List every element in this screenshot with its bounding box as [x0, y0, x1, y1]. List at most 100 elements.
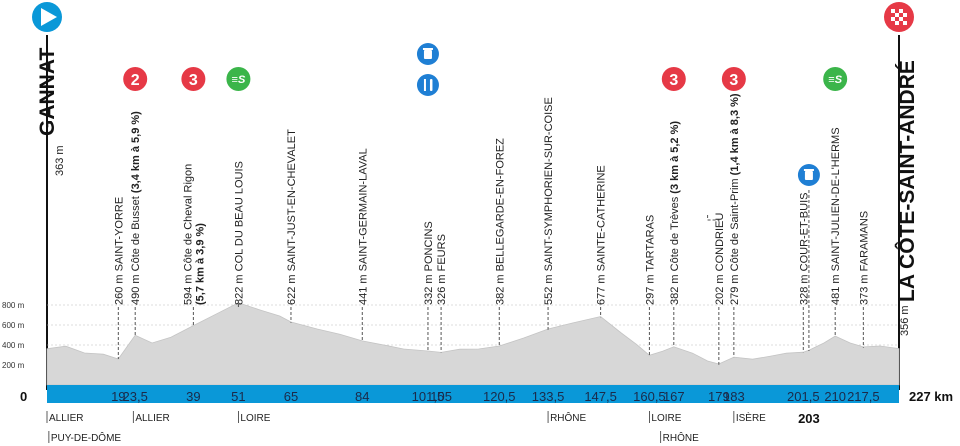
km-marker: 201,5 — [787, 389, 820, 404]
point-label: 202 m CONDRIEU — [714, 213, 726, 305]
checker-square — [891, 17, 895, 21]
km-marker: 210 — [824, 389, 846, 404]
waste-bin-lid — [422, 48, 433, 50]
climb-category-icon — [123, 67, 148, 91]
region-label: LOIRE — [240, 413, 270, 424]
point-label: 328 m COUR-ET-BUIS — [798, 193, 810, 305]
start-altitude: 363 m — [54, 145, 66, 176]
climb-category-icon — [181, 67, 206, 91]
point-label-part: 822 m COL DU BEAU LOUIS — [233, 161, 245, 305]
elevation-tick-label: 200 m — [2, 361, 25, 370]
climb-category-icon — [721, 67, 746, 91]
km-marker: 120,5 — [483, 389, 516, 404]
climb-category-number: 3 — [669, 72, 678, 89]
region-label: RHÔNE — [550, 411, 586, 424]
km-marker: 183 — [723, 389, 745, 404]
point-label-part: 677 m SAINTE-CATHERINE — [596, 165, 608, 305]
point-label-part: (3,4 km à 5,9 %) — [130, 111, 142, 193]
km-marker: 101,5 — [412, 389, 445, 404]
km-marker: 179 — [708, 389, 730, 404]
total-distance: 227 km — [909, 389, 953, 404]
checker-square — [899, 9, 903, 13]
km-marker: 23,5 — [123, 389, 148, 404]
point-label-part: 382 m BELLEGARDE-EN-FOREZ — [494, 138, 506, 305]
elevation-tick-label: 400 m — [2, 341, 25, 350]
start-town: GANNAT — [36, 48, 59, 136]
checker-square — [895, 21, 899, 25]
department-borders: ALLIER PUY-DE-DÔME ALLIER LOIRE RHÔNE LOIRE RH… — [46, 411, 766, 444]
checker-square — [899, 17, 903, 21]
km-marker: 133,5 — [532, 389, 565, 404]
km-marker: 39 — [186, 389, 200, 404]
point-label-part: 326 m FEURS — [436, 234, 448, 305]
point-label: 297 m TARTARAS — [644, 215, 656, 305]
km-marker: 51 — [231, 389, 245, 404]
point-label-part: 441 m SAINT-GERMAIN-LAVAL — [357, 148, 369, 305]
leader-bracket — [707, 215, 720, 228]
region-label: ALLIER — [49, 413, 83, 424]
point-label: 490 m Côte de Busset (3,4 km à 5,9 %) — [130, 111, 142, 305]
point-label: (5,7 km à 3,9 %) — [194, 223, 206, 305]
point-label: 552 m SAINT-SYMPHORIEN-SUR-COISE — [543, 97, 555, 305]
point-label-part: 622 m SAINT-JUST-EN-CHEVALET — [286, 129, 298, 305]
point-label-part: 373 m FARAMANS — [858, 211, 870, 305]
point-label: 279 m Côte de Saint-Prim (1,4 km à 8,3 %… — [729, 93, 741, 305]
km-marker: 167 — [663, 389, 685, 404]
checker-square — [903, 21, 907, 25]
play-arrow-icon — [41, 8, 57, 26]
region-label: RHÔNE — [663, 431, 699, 444]
distance-band — [47, 385, 899, 403]
km-marker: 160,5 — [633, 389, 666, 404]
km-marker: 147,5 — [584, 389, 617, 404]
km-zero: 0 — [20, 389, 27, 404]
point-label: 594 m Côte de Cheval Rigon — [182, 164, 194, 305]
point-label-part: 481 m SAINT-JULIEN-DE-L'HERMS — [830, 127, 842, 305]
feed-zone-icon — [416, 74, 439, 96]
point-label-part: 260 m SAINT-YORRE — [113, 197, 125, 305]
elevation-profile — [46, 302, 900, 386]
point-label-part: 202 m CONDRIEU — [714, 213, 726, 305]
point-label-part: 297 m TARTARAS — [644, 215, 656, 305]
point-label: 822 m COL DU BEAU LOUIS — [233, 161, 245, 305]
sprint-icon-letter: ≡S — [828, 74, 842, 86]
waste-bin-glyph — [804, 171, 813, 180]
point-label: 481 m SAINT-JULIEN-DE-L'HERMS — [830, 127, 842, 305]
elevation-tick-label: 800 m — [2, 301, 25, 310]
climb-category-number: 3 — [729, 72, 738, 89]
point-label: 260 m SAINT-YORRE — [113, 197, 125, 305]
point-label: 326 m FEURS — [436, 234, 448, 305]
point-label-part: 279 m Côte de Saint-Prim — [729, 175, 741, 305]
checker-square — [895, 13, 899, 17]
point-label-part: 382 m Côte de Trèves — [669, 194, 681, 305]
point-label-part: (3 km à 5,2 %) — [669, 121, 681, 194]
point-label: 677 m SAINTE-CATHERINE — [596, 165, 608, 305]
finish-altitude: 356 m — [899, 305, 911, 336]
point-label-part: 490 m Côte de Busset — [130, 193, 142, 305]
sprint-icon — [823, 67, 848, 91]
point-label-part: 594 m Côte de Cheval Rigon — [182, 164, 194, 305]
sprint-icon-letter: ≡S — [232, 74, 246, 86]
climb-category-icon — [661, 67, 686, 91]
km-marker: 65 — [284, 389, 298, 404]
km-marker: 217,5 — [847, 389, 880, 404]
point-label: 441 m SAINT-GERMAIN-LAVAL — [357, 148, 369, 305]
point-label: 382 m Côte de Trèves (3 km à 5,2 %) — [669, 121, 681, 305]
km-marker: 19 — [111, 389, 125, 404]
region-label: ALLIER — [135, 413, 169, 424]
point-label-part: 552 m SAINT-SYMPHORIEN-SUR-COISE — [543, 97, 555, 305]
start-marker — [32, 2, 62, 32]
fork-glyph — [423, 79, 426, 91]
point-label: 382 m BELLEGARDE-EN-FOREZ — [494, 138, 506, 305]
point-label: 373 m FARAMANS — [858, 211, 870, 305]
finish-marker — [884, 2, 914, 32]
point-label-part: 328 m COUR-ET-BUIS — [798, 193, 810, 305]
checker-square — [891, 9, 895, 13]
waste-bin-lid — [803, 169, 814, 171]
checker-square — [903, 13, 907, 17]
region-label: ISÈRE — [736, 411, 766, 424]
finish-town: LA CÔTE-SAINT-ANDRÉ — [895, 60, 919, 302]
point-label: 622 m SAINT-JUST-EN-CHEVALET — [286, 129, 298, 305]
climb-category-number: 3 — [189, 72, 198, 89]
sprint-icon — [226, 67, 251, 91]
km-marker: 84 — [355, 389, 369, 404]
